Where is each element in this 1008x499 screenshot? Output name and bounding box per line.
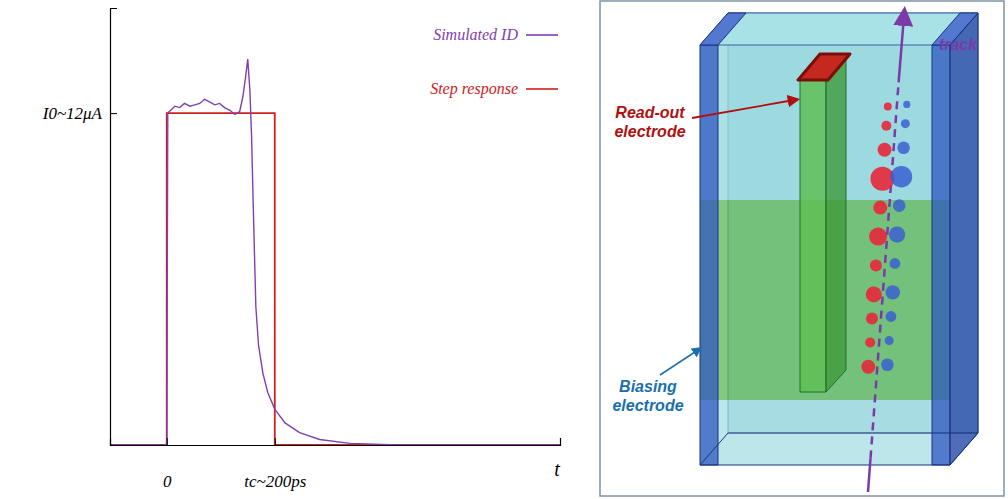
y-tick-mark bbox=[110, 113, 117, 114]
top-face bbox=[700, 13, 978, 45]
series-line bbox=[110, 59, 560, 445]
y-tick-label: I0~12μA bbox=[42, 104, 103, 123]
readout-cap bbox=[798, 54, 850, 80]
hole-cloud bbox=[861, 360, 875, 374]
hole-cloud bbox=[881, 121, 891, 131]
electron-cloud bbox=[893, 199, 906, 212]
electron-cloud bbox=[891, 166, 913, 188]
diagram-frame bbox=[600, 1, 1004, 496]
electron-cloud bbox=[886, 285, 900, 299]
hole-cloud bbox=[866, 286, 882, 302]
x-axis-title: t bbox=[554, 458, 560, 480]
track-in bbox=[868, 458, 871, 492]
hole-cloud bbox=[884, 102, 892, 110]
x-axis: 0 tc~200ps bbox=[111, 438, 561, 491]
electron-cloud bbox=[901, 119, 910, 128]
biasing-pointer bbox=[660, 350, 698, 375]
electron-cloud bbox=[885, 336, 894, 345]
x-tick-mark bbox=[167, 438, 168, 445]
legend: Simulated ID Step response bbox=[430, 26, 558, 98]
biasing-label: Biasingelectrode bbox=[612, 378, 683, 414]
track-label: track bbox=[939, 36, 978, 53]
x-tick-label: tc~200ps bbox=[244, 472, 306, 491]
bias-slab-front bbox=[932, 45, 950, 465]
electron-cloud bbox=[897, 141, 910, 154]
x-tick: 0 bbox=[163, 438, 172, 491]
y-axis: I0~12μA bbox=[42, 9, 117, 446]
bias-slab-top bbox=[700, 13, 746, 45]
x-tick-label: 0 bbox=[163, 472, 172, 491]
hole-cloud bbox=[865, 338, 875, 348]
track-out bbox=[899, 16, 904, 82]
legend-swatch bbox=[526, 88, 558, 90]
hole-cloud bbox=[878, 143, 892, 157]
canvas: 0 tc~200ps I0~12μA t Simulated ID Step respon… bbox=[0, 0, 1008, 499]
readout-label: Read-outelectrode bbox=[614, 104, 685, 140]
hole-cloud bbox=[866, 312, 878, 324]
x-tick-mark bbox=[275, 438, 276, 445]
series-line bbox=[110, 113, 560, 445]
electron-cloud bbox=[881, 358, 894, 371]
readout-column-side bbox=[826, 56, 846, 392]
bias-slab-side bbox=[950, 13, 978, 465]
legend-swatch bbox=[526, 34, 558, 36]
electron-cloud bbox=[886, 311, 897, 322]
electron-cloud bbox=[903, 101, 910, 108]
legend-label: Step response bbox=[430, 80, 518, 98]
readout-pointer bbox=[692, 100, 794, 118]
x-tick: tc~200ps bbox=[244, 438, 306, 491]
electron-cloud bbox=[890, 258, 901, 269]
bias-slab-front bbox=[700, 45, 718, 465]
x-axis-line bbox=[111, 438, 561, 446]
bottom-face bbox=[700, 433, 978, 465]
y-axis-line bbox=[111, 9, 118, 446]
track-inside bbox=[871, 82, 899, 458]
hole-cloud bbox=[869, 228, 887, 246]
y-tick: I0~12μA bbox=[42, 104, 117, 123]
hole-cloud bbox=[873, 201, 887, 215]
plot-marks bbox=[110, 59, 560, 445]
readout-column bbox=[800, 78, 826, 392]
legend-label: Simulated ID bbox=[433, 26, 518, 43]
electron-cloud bbox=[889, 226, 905, 242]
hole-cloud bbox=[870, 259, 882, 271]
sensor-diagram: Read-outelectrode Biasingelectrode track bbox=[600, 1, 1004, 496]
